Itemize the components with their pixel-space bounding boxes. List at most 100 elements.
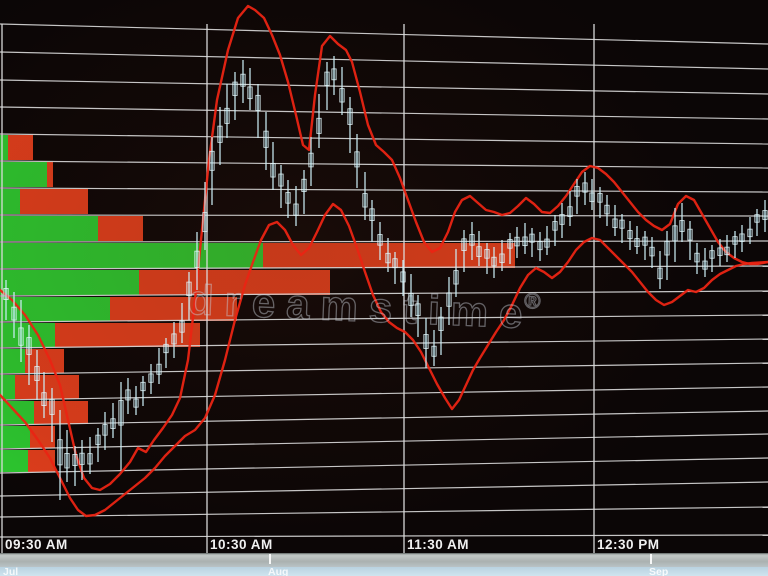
candle <box>559 203 565 238</box>
candle <box>41 372 47 418</box>
candle <box>453 249 459 297</box>
candle <box>179 303 185 343</box>
candle <box>589 179 595 210</box>
candle <box>400 260 406 296</box>
candle <box>642 231 648 260</box>
candle <box>140 376 146 406</box>
gridline-horizontal <box>0 214 768 217</box>
gridlines <box>0 23 768 553</box>
candle <box>754 209 760 236</box>
candle <box>469 222 475 260</box>
candle <box>627 221 633 250</box>
gridline-horizontal <box>0 187 768 193</box>
gridline-horizontal <box>0 457 768 474</box>
candle <box>186 272 192 320</box>
watermark-registered-icon: ® <box>524 288 541 314</box>
month-label-sep: Sep <box>649 566 668 576</box>
candle <box>133 386 139 415</box>
candle <box>339 67 345 115</box>
candle <box>649 237 655 268</box>
candle <box>34 350 40 400</box>
candle <box>163 338 169 368</box>
candle <box>484 243 490 274</box>
candle <box>657 251 663 289</box>
candle <box>148 364 154 394</box>
candle <box>612 205 618 236</box>
candle <box>49 388 55 442</box>
candle <box>724 235 730 262</box>
candle <box>762 200 768 232</box>
candle <box>438 307 444 355</box>
candle <box>739 225 745 252</box>
gridline-horizontal <box>0 79 768 95</box>
horizontal-scrollbar[interactable] <box>0 553 768 567</box>
candle <box>369 200 375 242</box>
candle <box>687 221 693 260</box>
month-label-aug: Aug <box>268 566 288 576</box>
candle <box>232 72 238 120</box>
candle <box>694 243 700 274</box>
gridline-horizontal <box>0 410 768 426</box>
candle <box>3 280 9 320</box>
candle <box>64 430 70 482</box>
candle <box>57 410 63 500</box>
candle <box>285 180 291 218</box>
gridline-horizontal <box>0 314 768 323</box>
candle <box>247 68 253 110</box>
candle <box>171 322 177 358</box>
photo-warm-cast-overlay <box>0 0 768 553</box>
gridline-horizontal <box>0 106 768 120</box>
time-label-1030: 10:30 AM <box>210 537 273 552</box>
candle <box>125 378 131 414</box>
candle <box>255 84 261 138</box>
candle <box>324 62 330 110</box>
candle <box>408 274 414 317</box>
gridline-horizontal <box>0 160 768 169</box>
candle <box>240 60 246 103</box>
gridline-horizontal <box>0 133 768 145</box>
candle <box>377 222 383 260</box>
candle <box>110 403 116 438</box>
candle <box>392 252 398 284</box>
candle <box>522 223 528 254</box>
candle <box>507 233 513 264</box>
candle <box>717 239 723 266</box>
envelope-lower-band <box>0 202 768 518</box>
candle <box>499 240 505 271</box>
time-axis: 09:30 AM 10:30 AM 11:30 AM 12:30 PM <box>5 537 659 552</box>
gridline-horizontal <box>0 240 768 243</box>
mini-timeline-ticks <box>269 554 652 564</box>
candle <box>362 172 368 220</box>
candle <box>301 170 307 214</box>
candle <box>347 97 353 153</box>
candle <box>431 330 437 366</box>
candle <box>331 56 337 95</box>
candlestick-series <box>3 56 768 500</box>
candle <box>308 137 314 186</box>
candle <box>709 245 715 272</box>
envelope-upper-band <box>0 4 768 492</box>
candle <box>263 112 269 170</box>
gridline-horizontal <box>0 506 768 518</box>
candle <box>11 292 17 338</box>
candle <box>597 187 603 218</box>
gridline-horizontal <box>0 338 768 349</box>
candle <box>95 428 101 462</box>
candle <box>672 208 678 262</box>
candle <box>732 231 738 258</box>
candle <box>156 348 162 384</box>
candle <box>194 232 200 290</box>
candle <box>529 228 535 257</box>
candle <box>567 191 573 226</box>
candle <box>664 231 670 280</box>
candle <box>72 446 78 486</box>
candle <box>552 215 558 246</box>
candle <box>537 232 543 261</box>
candle <box>446 277 452 325</box>
mini-timeline-labels: Jul Aug Sep <box>3 566 668 576</box>
mini-timeline-band[interactable] <box>0 567 768 576</box>
candle <box>514 227 520 258</box>
candle <box>702 248 708 277</box>
candle <box>544 226 550 255</box>
